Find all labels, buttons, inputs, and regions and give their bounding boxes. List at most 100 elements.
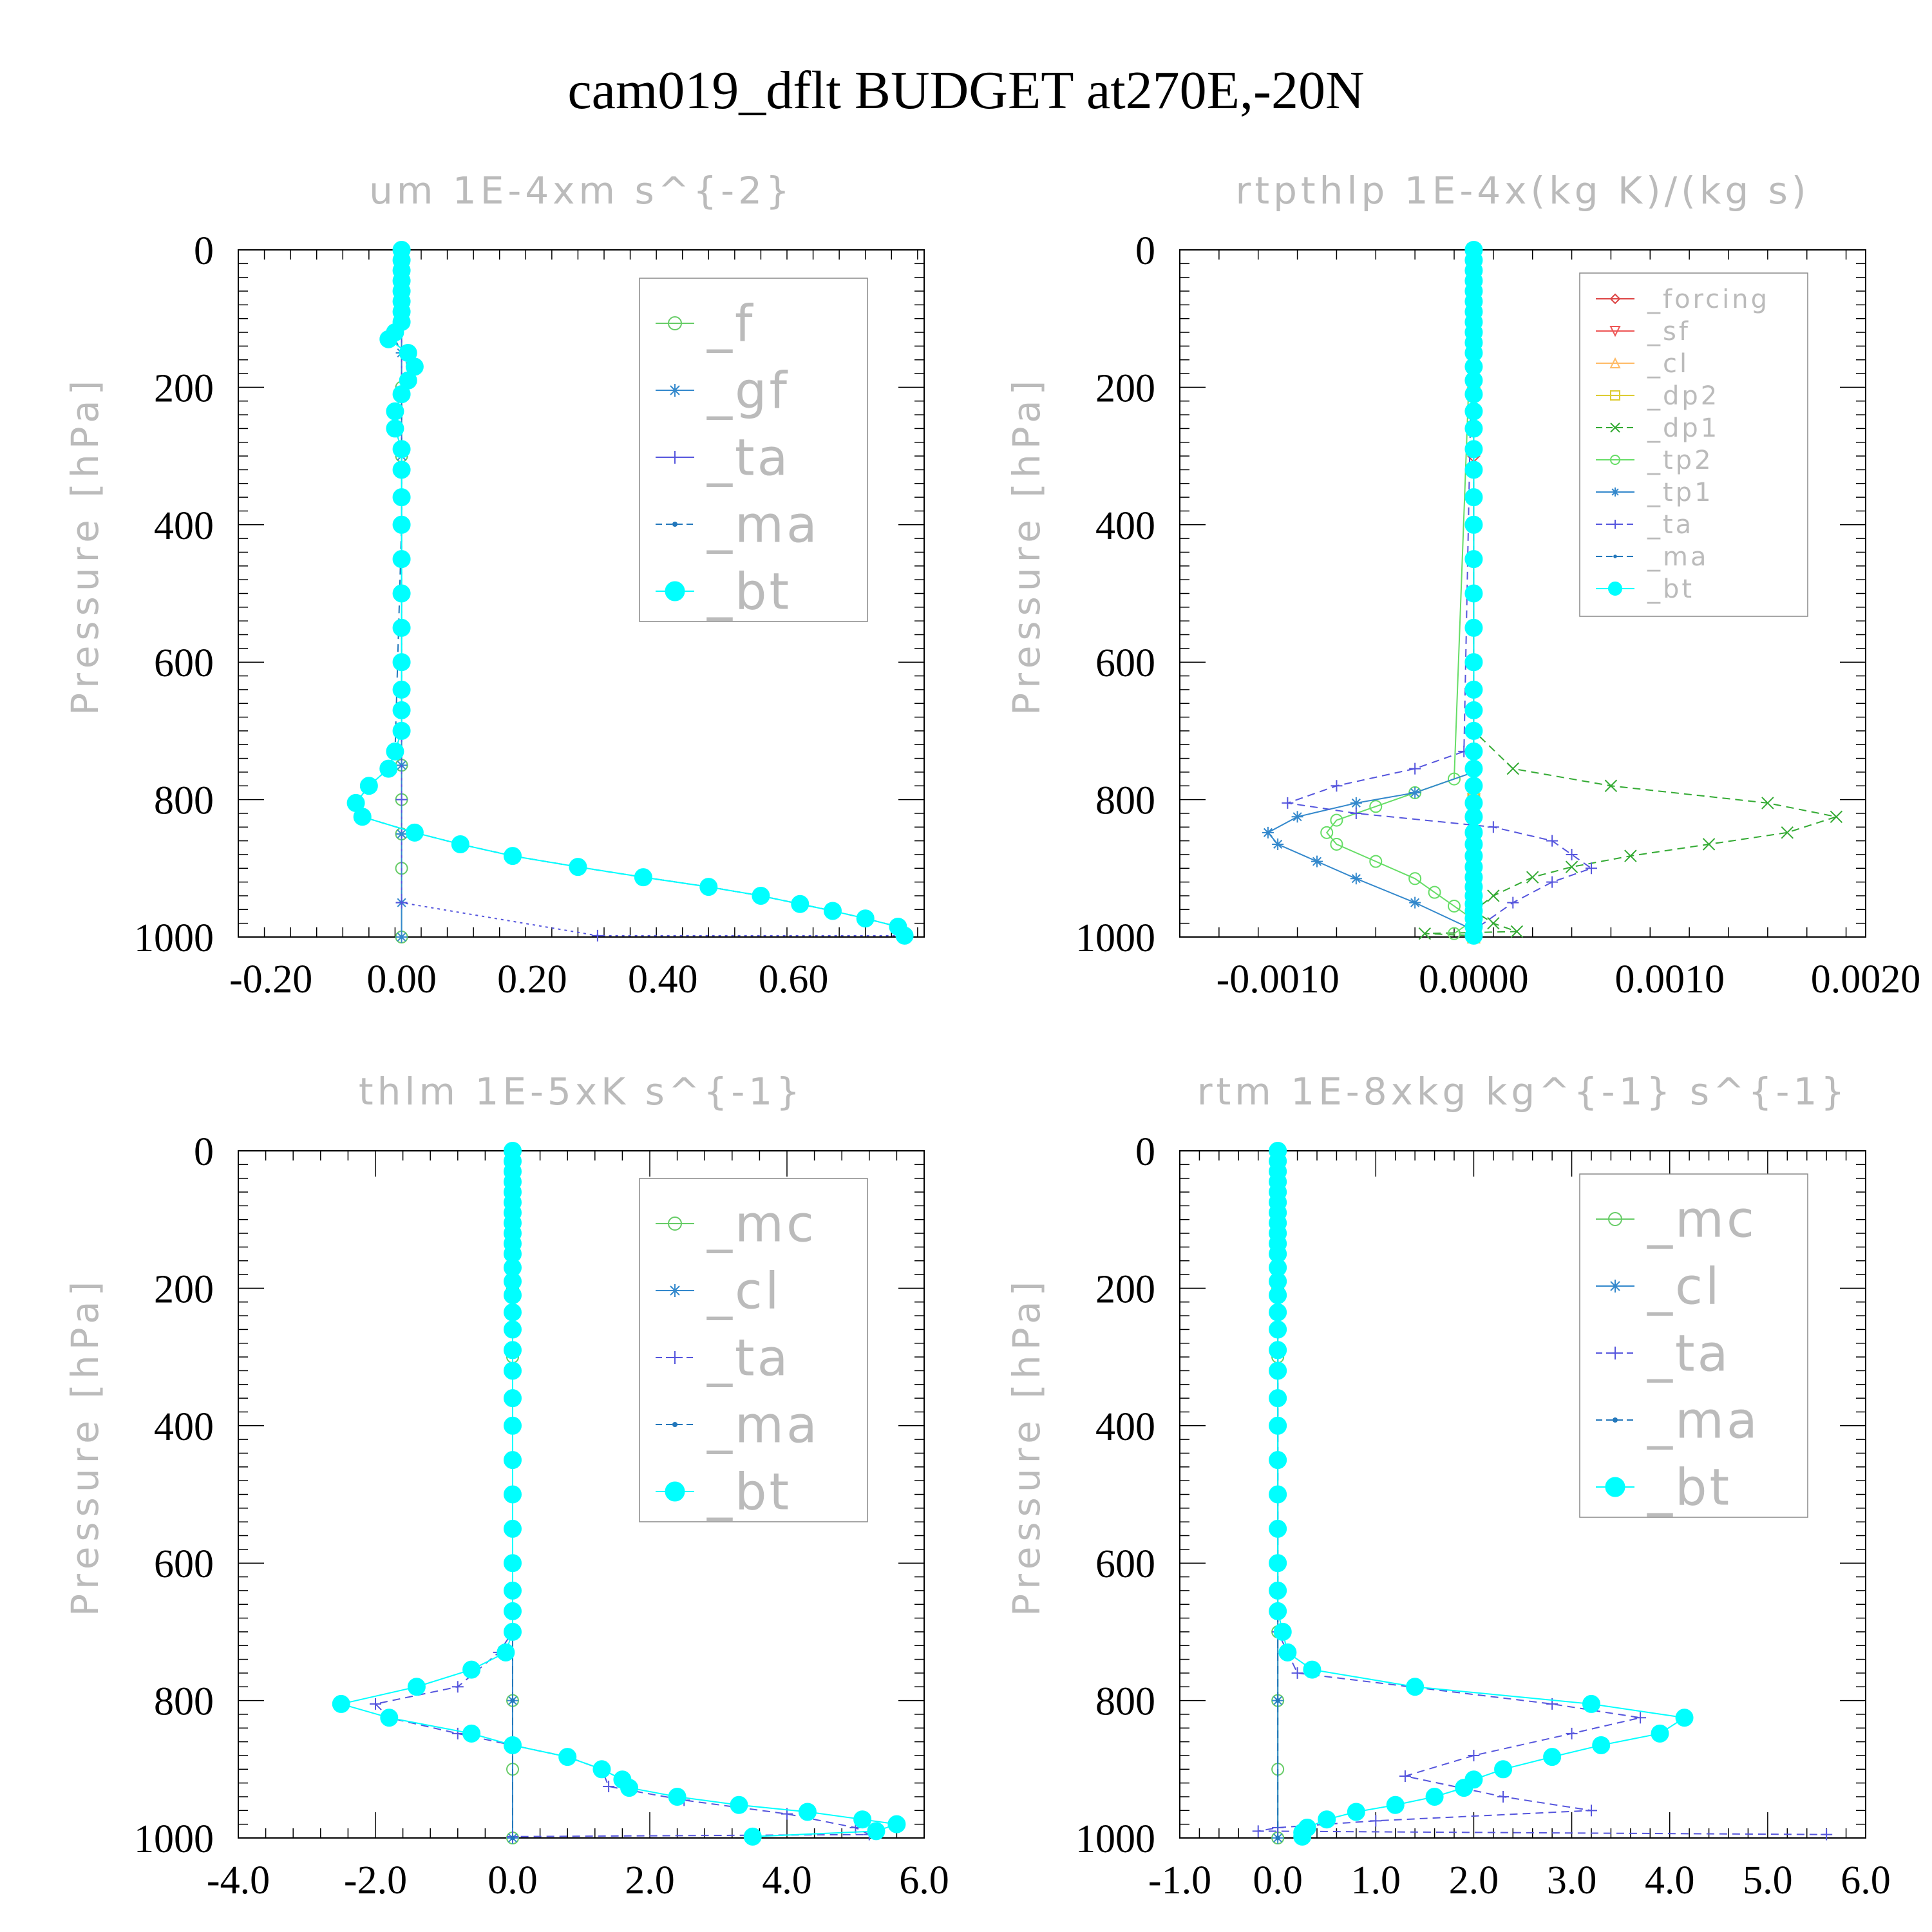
data-point: [380, 1709, 399, 1727]
data-point: [1448, 772, 1461, 786]
data-point: [1406, 1678, 1425, 1696]
data-point: [1330, 813, 1343, 827]
legend-label: _ta: [706, 1329, 790, 1387]
data-point: [1464, 759, 1483, 778]
data-point: [1269, 1320, 1287, 1339]
data-point: [1464, 488, 1483, 507]
chart-panel-1: 0 200 400 600 800 1000 -0.20 0.00 0.20 0.40 0.60 um…: [63, 169, 925, 1001]
data-point: [1604, 779, 1618, 792]
data-point: [798, 1803, 817, 1821]
data-point: [853, 1810, 872, 1829]
data-point: [1675, 1709, 1694, 1727]
data-point: [1464, 584, 1483, 603]
legend-marker: [668, 1284, 681, 1297]
legend-label: _ma: [1647, 1392, 1760, 1450]
data-point: [1278, 1643, 1297, 1662]
data-point: [392, 653, 411, 672]
y-tick-label: 1000: [134, 916, 214, 960]
x-tick-label: 0.0010: [1615, 958, 1725, 1001]
data-point: [504, 1286, 522, 1305]
data-point: [791, 895, 810, 913]
legend: _mc _cl _ta _ma _bt: [1579, 1173, 1808, 1518]
legend-marker: [1609, 1280, 1622, 1293]
x-tick-label: 0.00: [366, 958, 437, 1001]
data-point: [1566, 848, 1578, 860]
series-line: [1325, 249, 1475, 934]
legend-marker: [668, 1351, 681, 1364]
data-point: [1275, 1698, 1280, 1703]
y-tick-label: 400: [154, 504, 214, 548]
data-point: [1269, 1389, 1287, 1408]
data-point: [392, 488, 411, 507]
data-point: [1399, 1770, 1411, 1782]
y-tick-label: 0: [1135, 1130, 1155, 1174]
data-point: [504, 1485, 522, 1504]
data-point: [1418, 927, 1432, 940]
data-point: [603, 1780, 615, 1792]
series-line: [401, 250, 905, 936]
data-point: [395, 828, 408, 840]
data-point: [1586, 862, 1597, 875]
data-point: [510, 1835, 515, 1841]
data-point: [1269, 1485, 1287, 1504]
data-point: [1409, 896, 1421, 909]
data-point: [504, 1303, 522, 1321]
y-tick-label: 1000: [1075, 1817, 1155, 1861]
legend-box: [639, 278, 868, 622]
panel-title: thlm 1E-5xK s^{-1}: [359, 1070, 804, 1113]
figure-title: cam019_dflt BUDGET at270E,-20N: [567, 61, 1365, 120]
x-tick-label: 0.60: [759, 958, 829, 1001]
legend-label: _forcing: [1647, 285, 1770, 314]
legend-label: _tp1: [1647, 478, 1714, 507]
data-point: [1291, 811, 1303, 823]
data-point: [392, 550, 411, 569]
legend-label: _ta: [706, 429, 790, 487]
y-tick-label: 800: [154, 779, 214, 823]
data-point: [386, 419, 404, 438]
data-point: [1303, 1660, 1321, 1679]
y-tick-label: 600: [154, 641, 214, 685]
data-point: [1464, 402, 1483, 421]
data-point: [504, 1519, 522, 1538]
data-point: [1464, 550, 1483, 569]
data-point: [1455, 1779, 1473, 1797]
data-point: [1494, 1760, 1513, 1779]
legend-marker: [665, 581, 685, 601]
data-point: [668, 1787, 687, 1806]
data-point: [1821, 1828, 1833, 1841]
y-tick-label: 600: [154, 1542, 214, 1586]
data-point: [1269, 1286, 1287, 1305]
x-tick-label: 0.0: [1253, 1859, 1303, 1902]
data-point: [1409, 762, 1421, 775]
data-point: [504, 1416, 522, 1435]
data-point: [1464, 926, 1483, 945]
data-point: [1510, 925, 1524, 938]
legend-marker: [1610, 422, 1620, 433]
data-point: [1582, 1694, 1600, 1713]
data-point: [1546, 835, 1558, 847]
y-tick-label: 400: [1095, 504, 1155, 548]
x-tick-label: 0.0: [488, 1859, 538, 1902]
data-point: [392, 701, 411, 719]
data-point: [392, 440, 411, 459]
legend: _forcing _sf _cl_dp2_dp1 _tp2 _tp1 _ta_ma_bt: [1579, 272, 1808, 617]
legend-marker: [1605, 1477, 1625, 1497]
data-point: [730, 1795, 748, 1814]
panel-title: rtpthlp 1E-4x(kg K)/(kg s): [1236, 169, 1810, 213]
data-point: [1347, 1803, 1365, 1821]
data-point: [1331, 780, 1343, 792]
data-point: [392, 721, 411, 740]
data-point: [1464, 721, 1483, 740]
y-tick-label: 1000: [1075, 916, 1155, 960]
legend-label: _bt: [1647, 1459, 1732, 1517]
data-point: [386, 742, 404, 761]
data-point: [504, 1581, 522, 1600]
legend-marker: [1609, 357, 1621, 368]
y-tick-label: 200: [1095, 366, 1155, 410]
data-point: [1506, 762, 1519, 775]
data-point: [1269, 1416, 1287, 1435]
data-point: [1350, 797, 1362, 809]
data-point: [392, 385, 411, 404]
legend-label: _tp2: [1647, 446, 1714, 475]
data-point: [592, 1760, 611, 1779]
